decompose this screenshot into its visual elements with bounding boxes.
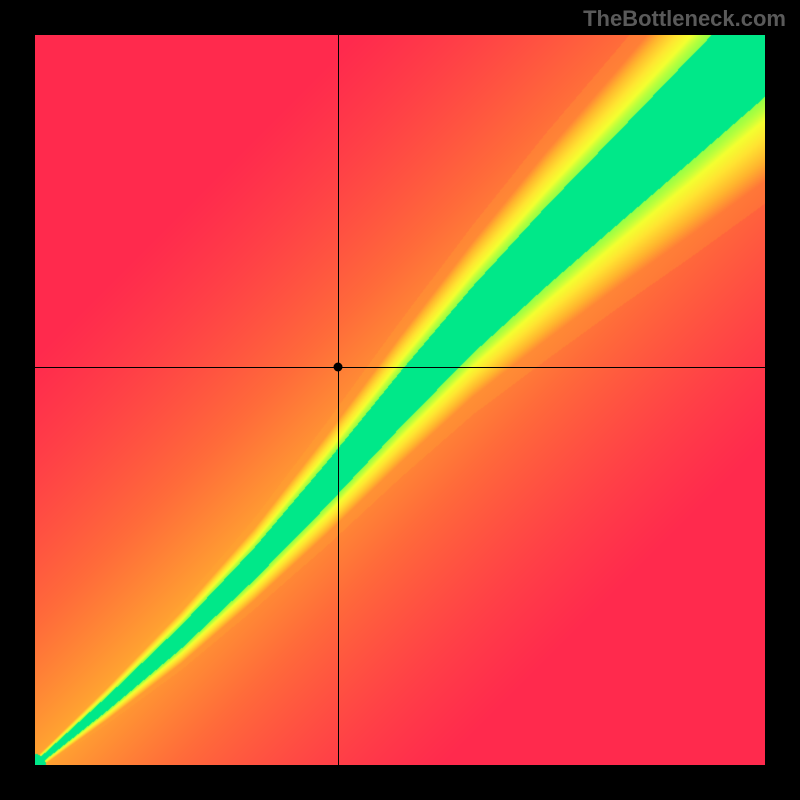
crosshair-vertical [338,35,339,765]
crosshair-marker [333,363,342,372]
heatmap-plot [35,35,765,765]
watermark-text: TheBottleneck.com [583,6,786,32]
heatmap-canvas [35,35,765,765]
crosshair-horizontal [35,367,765,368]
